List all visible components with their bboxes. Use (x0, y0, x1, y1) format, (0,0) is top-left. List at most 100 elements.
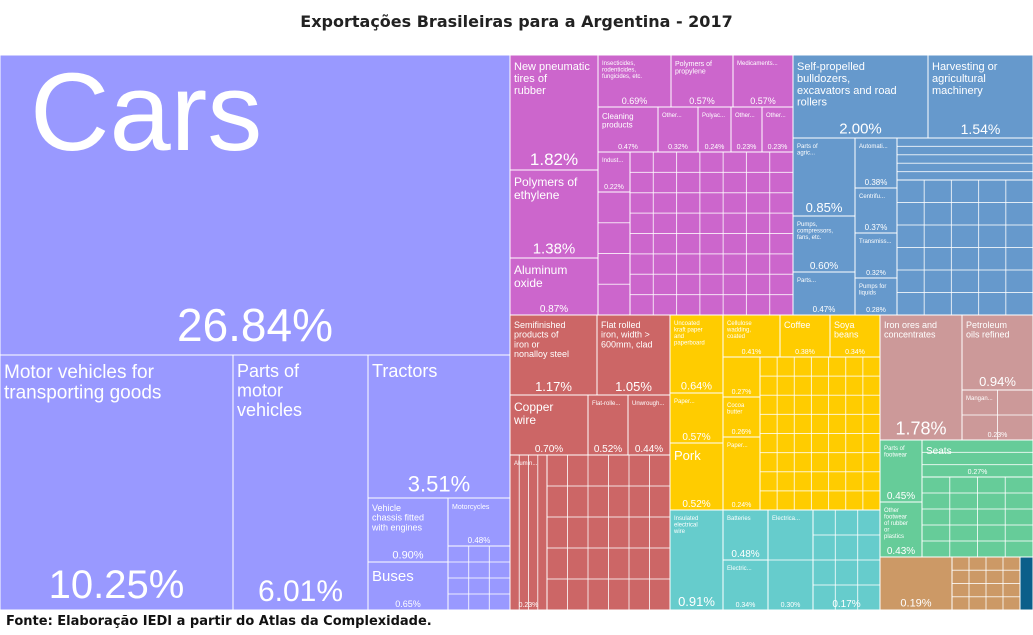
tile-label: Automati... (859, 144, 888, 150)
tile-percent: 1.82% (530, 150, 578, 169)
tile-percent: 0.45% (887, 491, 915, 502)
tile-rect (1019, 556, 1033, 611)
tile-rect (927, 54, 1033, 139)
tile-label: footwear (884, 514, 907, 520)
tile-label: Electric... (727, 566, 752, 572)
tile-label: Coffee (784, 320, 810, 330)
tile-label: Other... (662, 113, 682, 119)
tile-48: Paper... 0.24% (722, 436, 761, 511)
tile-rect (896, 137, 1033, 181)
tile-label: Cellulose (727, 321, 752, 327)
tile-rect (232, 354, 369, 611)
tile-rect (879, 314, 963, 441)
tile-label: Parts... (797, 278, 816, 284)
tile-percent: 0.52% (594, 444, 622, 455)
tile-label: Flat-rolle... (592, 401, 621, 407)
tile-62: 0.19% (879, 556, 953, 611)
tile-percent: 0.52% (682, 499, 710, 510)
tile-label: motor (237, 380, 283, 400)
tile-label: Pumps for (859, 284, 886, 290)
tile-27: Automati... 0.38% (854, 137, 898, 189)
tile-rect (509, 257, 599, 316)
tile-label: Vehicle (372, 503, 401, 513)
tile-percent: 0.30% (781, 602, 801, 609)
tile-label: Insulated (674, 516, 698, 522)
tile-label: oils refined (966, 330, 1010, 340)
tile-rect (597, 151, 631, 193)
tile-label: Insecticides, (602, 61, 635, 67)
tile-percent: 3.51% (408, 471, 470, 496)
tile-label: Parts of (884, 446, 905, 452)
tile-label: iron or (514, 339, 540, 349)
tile-label: fungicides, etc. (602, 74, 642, 80)
tile-20 (629, 151, 794, 316)
tile-percent: 0.38% (795, 349, 815, 356)
tile-rect (367, 561, 449, 611)
tile-54: 0.17% (812, 509, 881, 611)
tile-percent: 0.90% (392, 550, 423, 562)
tile-rect (670, 54, 734, 108)
tile-percent: 1.78% (895, 419, 946, 439)
tile-label: rodenticides, (602, 67, 636, 73)
tile-label: Parts of (237, 361, 300, 381)
tile-label: Cocoa (727, 403, 745, 409)
tile-percent: 0.60% (810, 261, 838, 272)
tile-rect (669, 314, 724, 394)
tile-label: Harvesting or (932, 61, 998, 73)
tile-rect (627, 394, 671, 456)
tile-label: propylene (675, 69, 706, 76)
tile-label: plastics (884, 534, 904, 540)
tile-percent: 0.37% (865, 223, 888, 232)
tile-label: transporting goods (4, 383, 161, 404)
tile-percent: 0.57% (689, 96, 715, 106)
tile-percent: 0.41% (742, 349, 762, 356)
tile-37: Unwrough... 0.44% (627, 394, 671, 456)
tile-rect (961, 314, 1033, 391)
tile-5: Buses 0.65% (367, 561, 449, 611)
tile-percent: 0.64% (681, 381, 712, 393)
tile-percent: 0.57% (750, 96, 776, 106)
tile-label: fans, etc. (797, 235, 822, 241)
tile-label: concentrates (884, 330, 936, 340)
tile-label: Self-propelled (797, 61, 865, 73)
tile-rect (921, 439, 1033, 478)
tile-label: Parts of (797, 144, 818, 150)
tile-label: butter (727, 409, 742, 415)
tile-19: Indust... 0.22% (597, 151, 631, 193)
tile-percent: 26.84% (177, 299, 333, 351)
tile-rect (779, 314, 831, 358)
tile-label: wire (673, 529, 686, 535)
tile-percent: 0.17% (832, 599, 860, 610)
tile-label: Cleaning (602, 112, 634, 121)
tile-percent: 0.43% (887, 546, 915, 557)
tile-label: Alumin... (514, 461, 538, 467)
tile-percent: 0.47% (618, 144, 638, 151)
tile-label: nonalloy steel (514, 349, 569, 359)
tile-rect (722, 314, 781, 358)
tile-label: Polymers of (514, 175, 578, 189)
tile-label: Other... (766, 113, 786, 119)
tile-percent: 0.38% (865, 178, 888, 187)
tile-label: Uncoated (674, 321, 700, 327)
tile-label: Electrica... (772, 516, 800, 522)
tile-rect (722, 559, 769, 611)
tile-percent: 0.23% (519, 602, 539, 609)
tile-rect (854, 232, 898, 279)
tile-label: compressors, (797, 228, 833, 234)
tile-label: vehicles (237, 400, 302, 420)
tile-18: Other... 0.23% (761, 106, 794, 153)
tile-rect (722, 396, 761, 438)
tile-44: Coffee 0.38% (779, 314, 831, 358)
tile-percent: 0.28% (866, 307, 886, 314)
tile-label: Seats (926, 446, 952, 457)
tile-rect (732, 54, 794, 108)
